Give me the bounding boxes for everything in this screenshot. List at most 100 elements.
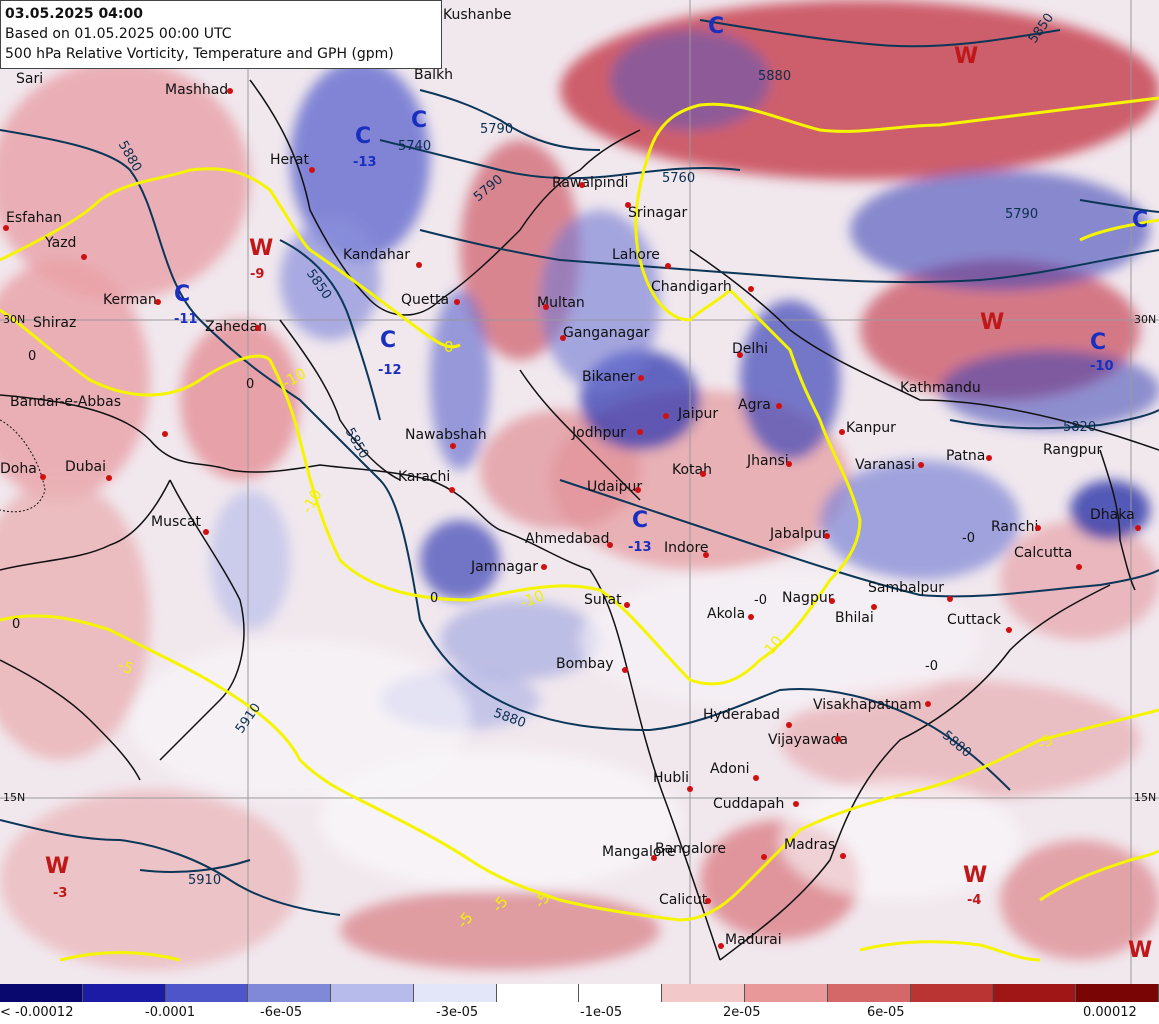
city-label: Esfahan xyxy=(6,210,62,226)
zero-label: 0 xyxy=(12,617,21,632)
city-dot xyxy=(786,722,792,728)
system-letter: C xyxy=(174,282,191,307)
city-dot xyxy=(638,375,644,381)
gph-label: 5820 xyxy=(1063,420,1097,435)
city-dot xyxy=(449,487,455,493)
system-letter: C xyxy=(708,14,725,39)
legend-swatch xyxy=(248,984,332,1002)
city-label: Nagpur xyxy=(782,590,834,606)
legend-label: 0.00012 xyxy=(1083,1005,1137,1020)
city-dot xyxy=(761,854,767,860)
city-label: Cuttack xyxy=(947,612,1002,628)
lat-label-30n-right: 30N xyxy=(1134,313,1157,326)
city-dot xyxy=(416,262,422,268)
zero-label: -0 xyxy=(925,659,938,674)
city-label: Dubai xyxy=(65,459,107,475)
city-dot xyxy=(203,529,209,535)
city-dot xyxy=(637,429,643,435)
legend-label: 6e-05 xyxy=(867,1005,905,1020)
gph-label: 5740 xyxy=(398,139,432,154)
city-dot xyxy=(309,167,315,173)
city-label: Lahore xyxy=(612,247,660,263)
city-label: Calcutta xyxy=(1014,545,1073,561)
legend-label: -3e-05 xyxy=(436,1005,479,1020)
city-label: Rawalpindi xyxy=(552,175,629,191)
legend-swatch xyxy=(993,984,1077,1002)
city-label: Muscat xyxy=(151,514,202,530)
zero-label: -0 xyxy=(754,593,767,608)
system-value: -11 xyxy=(174,312,198,327)
city-dot xyxy=(607,542,613,548)
temperature-contours xyxy=(0,96,1159,962)
city-label: Kushanbe xyxy=(443,7,512,23)
legend-swatch xyxy=(662,984,746,1002)
city-dot xyxy=(3,225,9,231)
city-label: Doha xyxy=(0,461,37,477)
city-dot xyxy=(1006,627,1012,633)
city-label: Dhaka xyxy=(1090,507,1135,523)
system-letter: C xyxy=(411,108,428,133)
gph-label: 5880 xyxy=(758,69,792,84)
system-letter: W xyxy=(45,854,70,879)
city-dot xyxy=(450,443,456,449)
city-dot xyxy=(703,552,709,558)
city-dot xyxy=(663,413,669,419)
city-label: Kathmandu xyxy=(900,380,981,396)
city-label: Ahmedabad xyxy=(525,531,610,547)
city-dot xyxy=(625,202,631,208)
gph-label: 5760 xyxy=(662,171,696,186)
city-label: Zahedan xyxy=(205,319,267,335)
city-label: Jaipur xyxy=(678,406,719,422)
system-letter: W xyxy=(954,44,979,69)
system-value: -3 xyxy=(53,886,68,901)
city-label: Varanasi xyxy=(855,457,916,473)
city-label: Kerman xyxy=(103,292,157,308)
city-dot xyxy=(40,474,46,480)
city-label: Indore xyxy=(664,540,709,556)
legend-swatch xyxy=(579,984,663,1002)
city-dot xyxy=(786,461,792,467)
legend-swatch xyxy=(0,984,83,1002)
city-label: Chandigarh xyxy=(651,279,732,295)
city-dot xyxy=(541,564,547,570)
city-dot xyxy=(665,263,671,269)
city-dot xyxy=(560,335,566,341)
legend-label: -0.0001 xyxy=(145,1005,196,1020)
city-dot xyxy=(1076,564,1082,570)
lat-label-30n-left: 30N xyxy=(3,313,26,326)
city-label: Srinagar xyxy=(628,205,688,221)
city-label: Rangpur xyxy=(1043,442,1103,458)
valid-time: 03.05.2025 04:00 xyxy=(5,6,144,22)
city-dot xyxy=(776,403,782,409)
city-dot xyxy=(155,299,161,305)
city-label: Cuddapah xyxy=(713,796,785,812)
zero-label: 0 xyxy=(430,591,439,606)
legend-swatch xyxy=(496,984,580,1002)
system-letter: W xyxy=(1128,938,1153,963)
city-label: Hubli xyxy=(653,770,690,786)
city-label: Yazd xyxy=(45,235,77,251)
system-letter: W xyxy=(249,236,274,261)
city-label: Patna xyxy=(946,448,986,464)
city-label: Udaipur xyxy=(587,479,643,495)
system-value: -4 xyxy=(967,893,982,908)
city-dot xyxy=(748,286,754,292)
legend-swatch xyxy=(745,984,828,1002)
city-dot xyxy=(947,596,953,602)
system-letter: C xyxy=(1090,330,1107,355)
legend-swatch xyxy=(413,984,497,1002)
map-title: 500 hPa Relative Vorticity, Temperature … xyxy=(5,46,394,62)
legend-swatch xyxy=(165,984,249,1002)
city-label: Kandahar xyxy=(343,247,411,263)
gph-label: 5790 xyxy=(1005,207,1039,222)
city-label: Ganganagar xyxy=(563,325,650,341)
city-dot xyxy=(839,429,845,435)
city-dot xyxy=(106,475,112,481)
city-label: Jodhpur xyxy=(572,425,626,441)
city-label: Jhansi xyxy=(747,453,789,469)
city-label: Mashhad xyxy=(165,82,229,98)
zero-label: 0 xyxy=(246,377,255,392)
system-letter: C xyxy=(355,124,372,149)
city-label: Sambalpur xyxy=(868,580,944,596)
gph-contours xyxy=(0,19,1159,916)
